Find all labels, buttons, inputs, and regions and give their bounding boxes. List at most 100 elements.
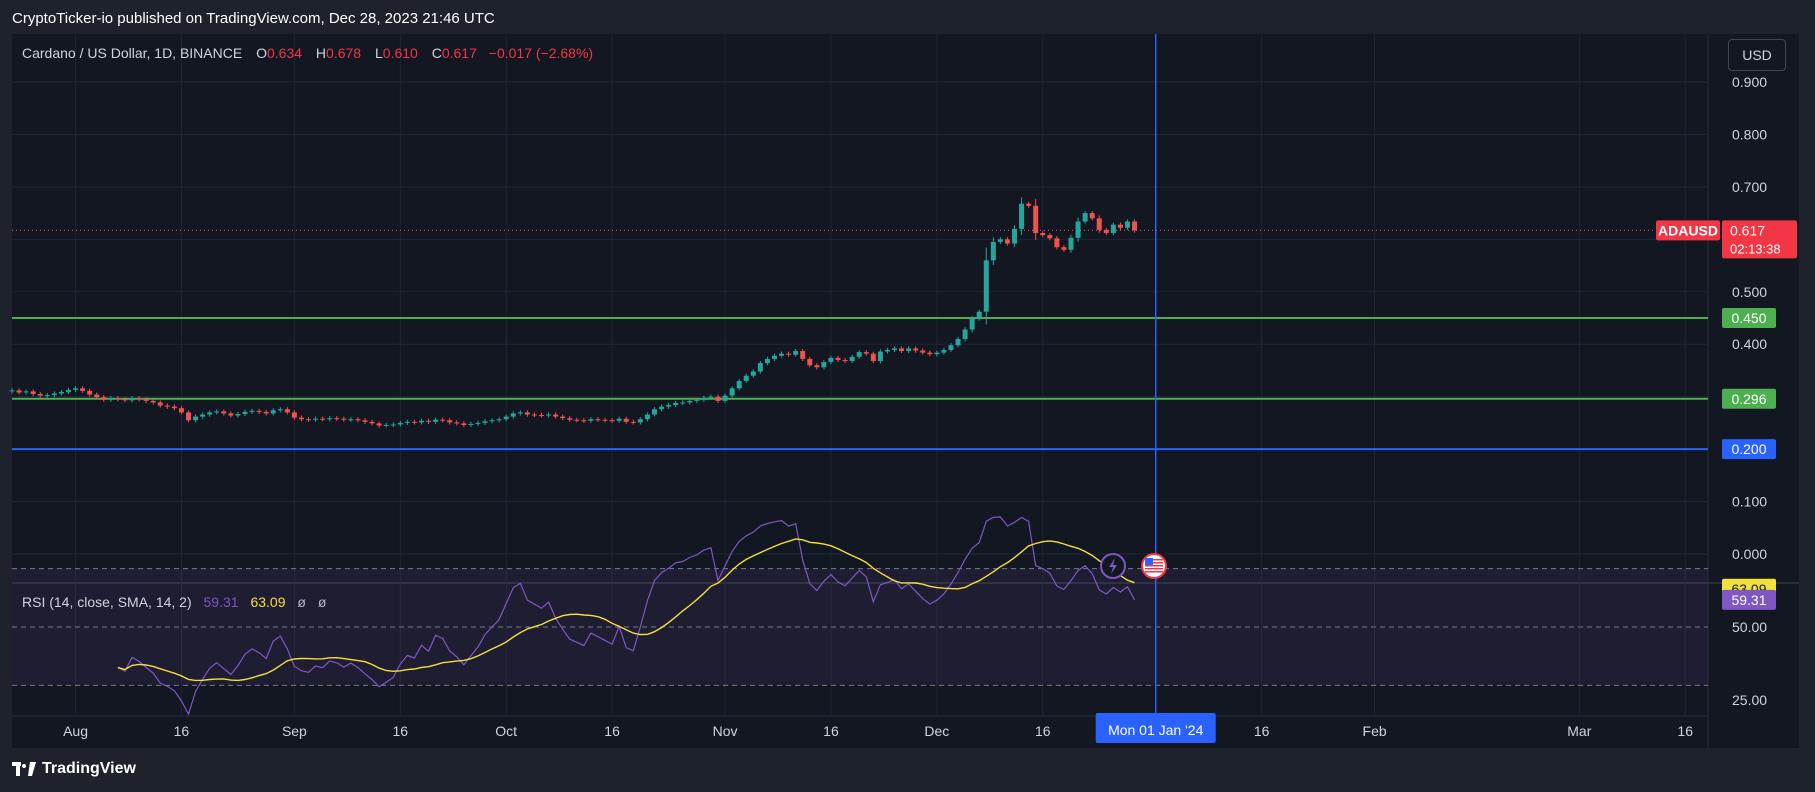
candle-body [934,352,940,355]
candle-body [976,311,982,319]
candle [1068,234,1074,253]
candle-body [524,412,530,415]
y-tick-label: 0.500 [1732,284,1767,300]
candle-body [659,406,665,410]
candle [821,359,827,370]
candle [249,408,255,414]
tradingview-logo-icon [12,762,36,776]
candle-body [80,388,86,391]
candle [87,388,93,397]
candle-body [574,419,580,421]
candle [178,406,184,415]
candle-body [630,421,636,423]
x-tick-label: 16 [1035,723,1051,739]
candle [899,346,905,354]
candle-body [927,352,933,355]
candle [489,418,495,424]
candle [461,421,467,428]
candle [581,418,587,423]
candle [602,417,608,423]
candle-body [16,390,22,393]
candle-body [411,421,417,423]
candle [1132,219,1138,233]
candle-body [1103,229,1109,234]
level-label: 0.200 [1731,441,1766,457]
x-tick-label: 16 [1254,723,1270,739]
candle [976,309,982,321]
candle-body [263,411,269,414]
flag-stripe [1145,562,1163,564]
candle [1089,211,1095,221]
candle-body [284,409,290,413]
rsi-na-2: ø [317,594,327,610]
level-badge [1722,308,1776,328]
candle-body [454,422,460,424]
candle-body [616,418,622,421]
chart-frame[interactable] [12,34,1799,748]
tradingview-footer: TradingView [12,760,136,778]
candle-body [884,349,890,352]
candle-body [108,398,114,400]
candle-body [800,351,806,359]
lightning-event-icon [1100,553,1126,579]
candle-body [383,424,389,426]
candle [870,351,876,364]
candle [44,392,50,398]
candle [941,347,947,355]
candle [207,410,213,417]
candle [637,417,643,425]
candle-body [793,351,799,355]
candle-body [913,348,919,351]
candle [157,400,163,408]
crosshair-date-badge [1095,713,1216,743]
candle-body [1033,205,1039,234]
candle-body [37,394,43,396]
candle [1019,197,1025,236]
candle-body [1096,218,1102,230]
candle [884,347,890,354]
level-badge [1722,388,1776,409]
candle [306,417,312,422]
candle [983,247,989,325]
candle [1096,215,1102,233]
symbol-badge-label: ADAUSD [1658,222,1718,238]
x-tick-label: Nov [713,723,738,739]
candle-body [1004,239,1010,244]
candle [771,353,777,362]
candle-body [433,419,439,422]
rsi-tick-label: 50.00 [1732,619,1767,635]
candle [9,388,15,394]
candle-body [143,399,149,401]
candle [200,412,206,419]
candle [164,403,170,409]
candle-body [468,423,474,425]
candle [736,378,742,391]
candle [58,389,64,396]
candle-body [58,391,64,394]
currency-button[interactable]: USD [1728,39,1786,71]
candle-body [701,397,707,400]
x-tick-label: 16 [174,723,190,739]
x-tick-label: Mar [1567,723,1591,739]
candle-body [842,359,848,362]
candle-body [291,412,297,418]
candle [666,402,672,409]
candle-body [44,395,50,397]
rsi-na-1: ø [297,594,306,610]
y-tick-label: 0.800 [1732,126,1767,142]
candle [284,407,290,415]
candle-body [313,418,319,420]
candle-body [1132,221,1138,231]
candle [1026,201,1032,208]
candle [404,419,410,425]
x-tick-label: Oct [495,723,517,739]
candle [800,348,806,362]
candle-body [228,413,234,416]
candle [482,419,488,425]
candle-body [327,418,333,420]
candle [80,386,86,393]
candle [588,417,594,423]
candle [616,416,622,423]
candle-body [602,419,608,421]
